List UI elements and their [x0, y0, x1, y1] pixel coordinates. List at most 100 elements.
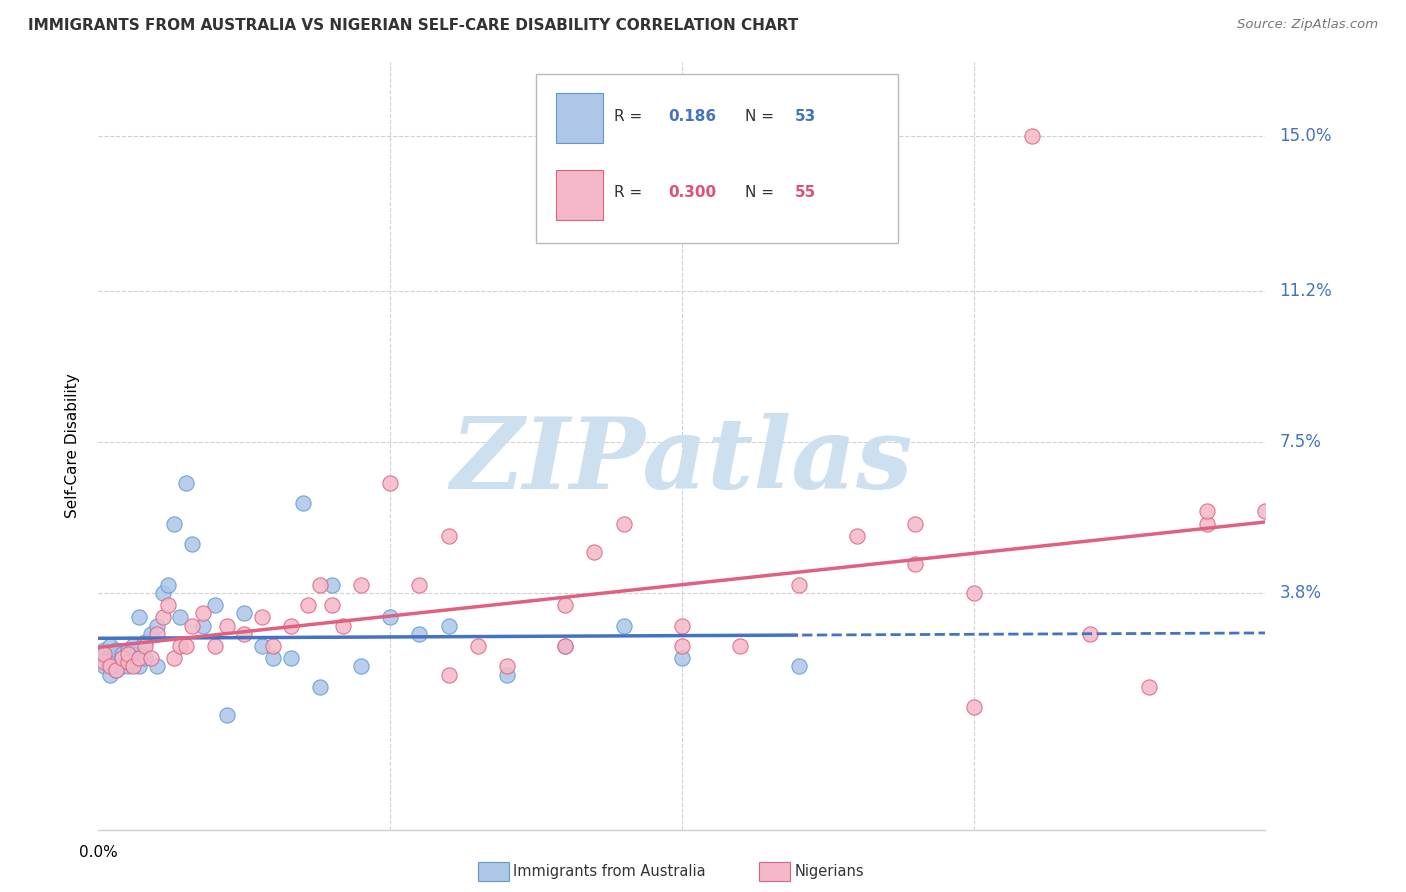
Point: [554, 598, 576, 612]
Point: [321, 578, 343, 592]
Point: [98, 647, 121, 661]
Point: [437, 529, 460, 543]
Point: [111, 651, 134, 665]
Text: N =: N =: [745, 109, 779, 124]
Point: [93, 651, 115, 665]
Point: [297, 598, 319, 612]
Point: [1195, 504, 1218, 518]
FancyBboxPatch shape: [536, 74, 898, 243]
Text: 0.186: 0.186: [668, 109, 716, 124]
Point: [904, 516, 927, 531]
Point: [139, 651, 162, 665]
Point: [104, 659, 127, 673]
Point: [904, 558, 927, 572]
Point: [169, 639, 191, 653]
Point: [846, 529, 869, 543]
Text: ZIPatlas: ZIPatlas: [451, 413, 912, 509]
Point: [321, 598, 343, 612]
Point: [408, 626, 430, 640]
Text: Nigerians: Nigerians: [794, 864, 865, 879]
Text: 0.300: 0.300: [668, 186, 716, 201]
Point: [671, 651, 693, 665]
Point: [250, 639, 273, 653]
Point: [180, 537, 202, 551]
Point: [104, 664, 127, 678]
Point: [134, 639, 156, 653]
Point: [152, 610, 174, 624]
Text: IMMIGRANTS FROM AUSTRALIA VS NIGERIAN SELF-CARE DISABILITY CORRELATION CHART: IMMIGRANTS FROM AUSTRALIA VS NIGERIAN SE…: [28, 18, 799, 33]
Point: [174, 475, 197, 490]
Text: 3.8%: 3.8%: [1279, 584, 1322, 602]
Point: [93, 659, 115, 673]
Point: [104, 664, 127, 678]
Point: [1080, 626, 1102, 640]
Point: [467, 639, 489, 653]
Point: [117, 655, 139, 669]
FancyBboxPatch shape: [555, 169, 603, 219]
Point: [280, 651, 302, 665]
Point: [1021, 128, 1043, 143]
Text: 53: 53: [796, 109, 817, 124]
Point: [730, 639, 752, 653]
Point: [250, 610, 273, 624]
Point: [671, 618, 693, 632]
Point: [111, 659, 134, 673]
Point: [93, 655, 115, 669]
Point: [1254, 504, 1277, 518]
Point: [408, 578, 430, 592]
Point: [193, 607, 215, 621]
Text: Immigrants from Australia: Immigrants from Australia: [513, 864, 706, 879]
Point: [146, 618, 169, 632]
Text: 55: 55: [796, 186, 817, 201]
Point: [380, 610, 402, 624]
Point: [612, 618, 634, 632]
Point: [146, 626, 169, 640]
Point: [98, 659, 121, 673]
Point: [1137, 680, 1160, 694]
Point: [98, 639, 121, 653]
Point: [193, 618, 215, 632]
Point: [554, 639, 576, 653]
Point: [612, 516, 634, 531]
Text: 0.0%: 0.0%: [79, 845, 118, 860]
Point: [169, 610, 191, 624]
Point: [233, 607, 256, 621]
Point: [157, 598, 180, 612]
Point: [350, 659, 373, 673]
Point: [93, 647, 115, 661]
Text: N =: N =: [745, 186, 779, 201]
Point: [437, 618, 460, 632]
Point: [93, 643, 115, 657]
Point: [291, 496, 314, 510]
Point: [215, 618, 238, 632]
Point: [104, 643, 127, 657]
Point: [262, 651, 284, 665]
Point: [98, 655, 121, 669]
Point: [157, 578, 180, 592]
Point: [122, 647, 145, 661]
Point: [583, 545, 606, 559]
Point: [1195, 516, 1218, 531]
Point: [962, 700, 984, 714]
Point: [117, 655, 139, 669]
Point: [122, 655, 145, 669]
Point: [309, 680, 332, 694]
Point: [496, 659, 519, 673]
Point: [309, 578, 332, 592]
Point: [233, 626, 256, 640]
Point: [787, 578, 810, 592]
Point: [554, 639, 576, 653]
Point: [180, 618, 202, 632]
Point: [139, 626, 162, 640]
Point: [122, 639, 145, 653]
Point: [128, 651, 150, 665]
Point: [787, 659, 810, 673]
Point: [104, 651, 127, 665]
Text: 15.0%: 15.0%: [1279, 127, 1331, 145]
Point: [128, 610, 150, 624]
Text: R =: R =: [614, 186, 647, 201]
Point: [111, 647, 134, 661]
Text: Source: ZipAtlas.com: Source: ZipAtlas.com: [1237, 18, 1378, 31]
Point: [163, 516, 186, 531]
Point: [122, 659, 145, 673]
